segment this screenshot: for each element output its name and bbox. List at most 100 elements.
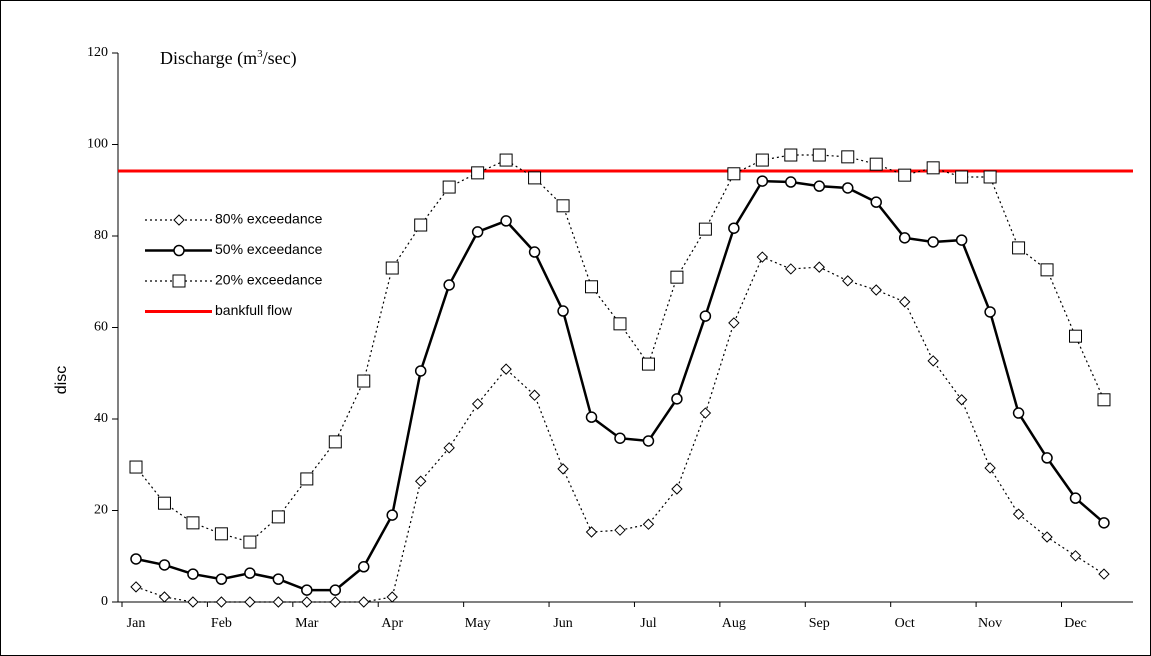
data-point <box>215 596 228 608</box>
data-point <box>1040 263 1054 277</box>
data-point <box>670 270 684 284</box>
data-point <box>1012 508 1025 520</box>
legend-marker <box>172 274 186 288</box>
data-point <box>328 435 342 449</box>
data-point <box>471 398 484 410</box>
data-point <box>728 317 740 329</box>
data-point <box>214 527 228 541</box>
data-point <box>898 232 911 244</box>
data-point <box>671 393 683 405</box>
data-point <box>613 317 627 331</box>
data-point <box>756 251 769 263</box>
data-point <box>244 567 256 579</box>
x-tick-label: Mar <box>295 616 319 631</box>
legend-label: bankfull flow <box>215 302 293 318</box>
data-point <box>272 573 285 585</box>
x-tick-label: Jun <box>553 616 572 631</box>
data-point <box>499 153 513 167</box>
data-point <box>812 148 826 162</box>
data-point <box>641 357 655 371</box>
legend-label: 20% exceedance <box>215 272 323 288</box>
data-point <box>756 175 769 187</box>
data-point <box>728 222 740 234</box>
data-point <box>528 171 542 185</box>
data-point <box>955 394 968 406</box>
data-point <box>129 460 143 474</box>
data-point <box>158 591 171 603</box>
y-tick-label: 40 <box>94 411 108 426</box>
data-point <box>898 168 912 182</box>
y-tick-label: 80 <box>94 228 108 243</box>
data-point <box>614 524 626 536</box>
data-point <box>926 161 940 175</box>
data-point <box>1012 241 1026 255</box>
data-point <box>557 305 569 317</box>
x-tick-label: Aug <box>722 616 746 631</box>
legend-label: 50% exceedance <box>215 241 323 257</box>
data-point <box>443 279 455 291</box>
data-point <box>870 196 882 208</box>
y-tick-label: 0 <box>101 594 108 609</box>
data-point <box>727 167 741 181</box>
y-tick-label: 100 <box>87 137 108 152</box>
data-point <box>300 472 314 486</box>
data-point <box>898 296 911 308</box>
data-point <box>1069 492 1082 504</box>
data-point <box>271 510 285 524</box>
data-point <box>187 568 199 580</box>
y-tick-label: 60 <box>94 320 108 335</box>
data-point <box>157 496 171 510</box>
data-point <box>642 518 655 530</box>
data-point <box>984 462 996 474</box>
data-point <box>755 153 769 167</box>
data-point <box>158 559 171 571</box>
data-point <box>500 215 512 227</box>
data-point <box>585 526 598 538</box>
data-point <box>186 516 200 530</box>
x-tick-label: Feb <box>211 616 232 631</box>
data-point <box>1069 329 1083 343</box>
y-tick-label: 120 <box>87 45 108 60</box>
data-point <box>983 170 997 184</box>
data-point <box>984 306 996 318</box>
data-point <box>784 148 798 162</box>
data-point <box>785 263 797 275</box>
data-point <box>955 170 969 184</box>
x-tick-label: Nov <box>978 616 1002 631</box>
data-point <box>699 310 712 322</box>
data-point <box>528 246 541 258</box>
data-point <box>813 180 826 192</box>
data-point <box>358 561 370 573</box>
data-point <box>329 596 341 608</box>
data-point <box>1098 568 1110 580</box>
data-point <box>130 581 142 593</box>
data-point <box>215 573 228 585</box>
x-tick-label: Dec <box>1064 616 1087 631</box>
data-point <box>841 150 855 164</box>
data-point <box>557 463 569 475</box>
data-point <box>301 596 313 608</box>
data-point <box>443 442 455 454</box>
title-part: /sec) <box>263 48 297 69</box>
data-point <box>1069 550 1082 562</box>
x-tick-label: Sep <box>809 616 830 631</box>
x-tick-label: Jul <box>640 616 656 631</box>
data-point <box>614 432 626 444</box>
data-point <box>585 280 599 294</box>
title-sup: 3 <box>257 48 263 60</box>
x-tick-label: Jan <box>127 616 146 631</box>
data-point <box>528 389 541 401</box>
data-point <box>385 261 399 275</box>
legend-label: 80% exceedance <box>215 211 323 227</box>
series-line <box>135 154 1105 543</box>
data-point <box>386 591 398 603</box>
chart-title: Discharge (m3/sec) <box>160 48 297 70</box>
data-point <box>471 166 485 180</box>
data-point <box>642 435 655 447</box>
data-point <box>244 596 256 608</box>
data-point <box>870 284 882 296</box>
y-axis-label: disc <box>53 366 70 394</box>
data-point <box>243 535 257 549</box>
data-point <box>556 199 570 213</box>
